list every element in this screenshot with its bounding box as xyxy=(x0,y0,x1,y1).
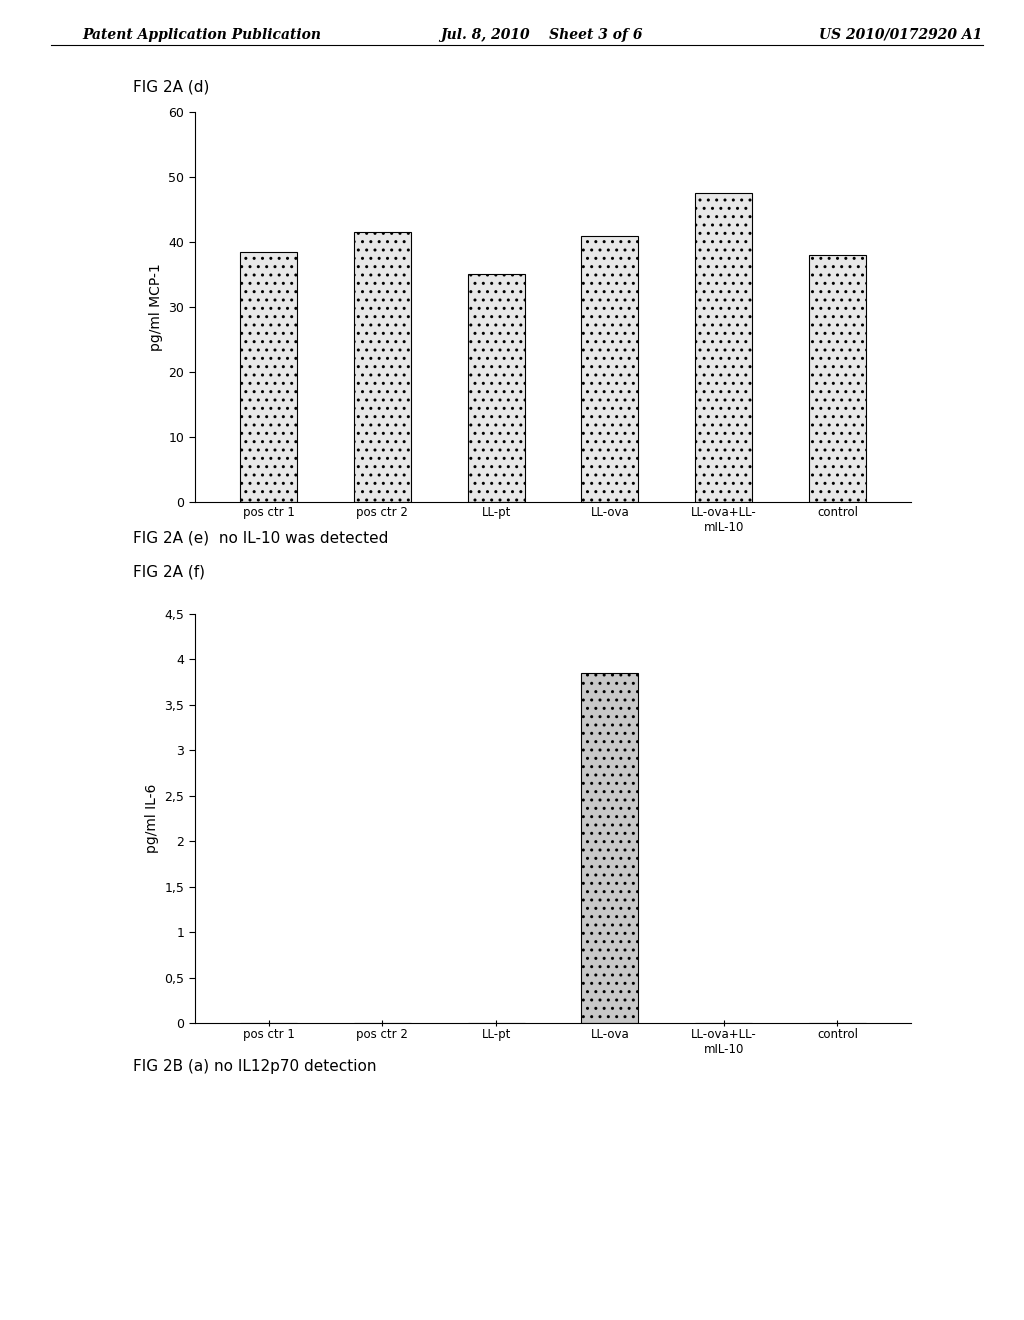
Bar xyxy=(809,255,866,502)
Text: FIG 2A (f): FIG 2A (f) xyxy=(133,565,205,579)
Y-axis label: pg/ml MCP-1: pg/ml MCP-1 xyxy=(148,263,163,351)
Bar xyxy=(695,193,752,502)
Bar xyxy=(468,275,524,502)
Bar xyxy=(582,235,638,502)
Bar xyxy=(240,252,297,502)
Text: FIG 2A (d): FIG 2A (d) xyxy=(133,79,210,94)
Bar xyxy=(582,673,638,1023)
Text: Patent Application Publication: Patent Application Publication xyxy=(82,28,321,42)
Bar xyxy=(354,232,411,502)
Text: Jul. 8, 2010    Sheet 3 of 6: Jul. 8, 2010 Sheet 3 of 6 xyxy=(440,28,643,42)
Y-axis label: pg/ml IL-6: pg/ml IL-6 xyxy=(144,784,159,853)
Text: FIG 2A (e)  no IL-10 was detected: FIG 2A (e) no IL-10 was detected xyxy=(133,531,388,545)
Text: US 2010/0172920 A1: US 2010/0172920 A1 xyxy=(819,28,982,42)
Text: FIG 2B (a) no IL12p70 detection: FIG 2B (a) no IL12p70 detection xyxy=(133,1059,377,1073)
